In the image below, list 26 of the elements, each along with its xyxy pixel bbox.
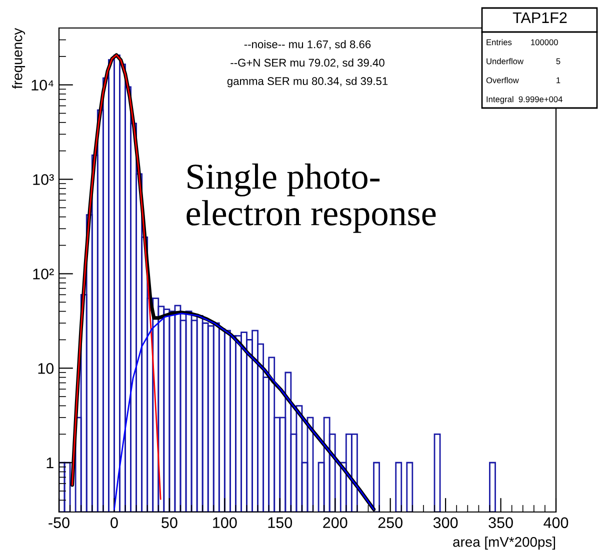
x-tick-label: 200 (323, 517, 348, 528)
y-tick-label: 10⁴ (32, 80, 54, 91)
x-axis-title: area [mV*200ps] (453, 536, 556, 550)
annotation: Underflow 5 (486, 58, 560, 64)
x-tick-label: 100 (213, 517, 237, 528)
x-tick-label: 300 (433, 517, 458, 528)
y-tick-label: 10 (38, 363, 54, 374)
annotation: gamma SER mu 80.34, sd 39.51 (227, 76, 388, 88)
annotation: --G+N SER mu 79.02, sd 39.40 (230, 58, 384, 68)
x-tick-label: 400 (544, 517, 568, 528)
y-tick-label: 10³ (33, 174, 54, 185)
x-tick-label: 150 (268, 517, 292, 528)
annotation: Overflow 1 (486, 77, 560, 84)
x-tick-label: 350 (488, 517, 513, 528)
x-tick-label: -50 (48, 517, 70, 528)
annotation: --noise-- mu 1.67, sd 8.66 (244, 40, 371, 50)
annotation: Entries 100000 (486, 39, 558, 46)
annotation: Integral 9.999e+004 (486, 96, 562, 104)
y-tick-label: 1 (46, 458, 54, 468)
annotation: Single photo- electron response (186, 164, 436, 233)
x-tick-label: 250 (378, 517, 402, 528)
x-tick-label: 50 (162, 517, 178, 528)
y-axis-title: frequency (12, 28, 26, 89)
text: TAP1F2 (512, 12, 567, 23)
y-tick-label: 10² (33, 268, 54, 280)
x-tick-label: 0 (110, 517, 118, 528)
